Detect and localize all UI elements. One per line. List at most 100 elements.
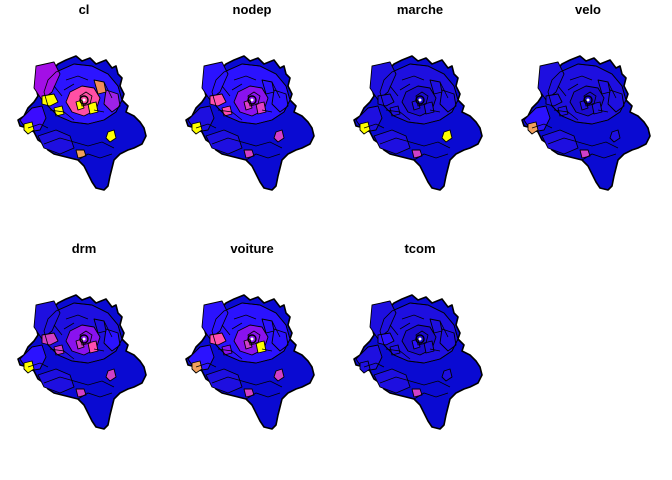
zone-c1	[591, 101, 603, 115]
zone-s1	[243, 388, 255, 398]
zone-boundary	[27, 123, 113, 161]
center-cluster	[79, 334, 89, 344]
map-panel-tcom: tcom	[353, 241, 483, 430]
zone-boundary	[547, 63, 627, 125]
zone-east	[271, 89, 289, 113]
zone-boundary	[385, 75, 449, 121]
zone-ne	[93, 318, 107, 334]
choropleth-map	[17, 294, 147, 430]
choropleth-map	[185, 294, 315, 430]
zone-c1	[423, 340, 435, 354]
choropleth-map	[521, 55, 651, 191]
zone-southwest	[373, 368, 411, 394]
zone-boundary	[211, 376, 283, 388]
zone-ne	[261, 79, 275, 95]
zone-boundary	[379, 302, 459, 364]
panel-title: cl	[79, 2, 90, 17]
zone-boundary	[49, 314, 113, 360]
zone-boundary	[221, 83, 273, 113]
zone-ne	[597, 79, 611, 95]
zone-boundary	[211, 302, 291, 364]
zone-s1	[411, 149, 423, 159]
zone-southwest	[205, 129, 243, 155]
map-panel-marche: marche	[353, 2, 483, 191]
zone-boundary	[53, 83, 105, 113]
zone-s1	[579, 149, 591, 159]
zone-boundary	[415, 91, 429, 107]
panel-title: nodep	[233, 2, 272, 17]
zone-boundary	[547, 137, 619, 149]
zone-east	[439, 89, 457, 113]
center-cluster	[583, 95, 593, 105]
zone-southwest	[37, 129, 75, 155]
zone-southwest	[205, 368, 243, 394]
zone-e1	[441, 368, 453, 382]
zone-ne	[429, 79, 443, 95]
center-cell	[82, 98, 86, 102]
panel-title: tcom	[404, 241, 435, 256]
center-cluster	[247, 334, 257, 344]
zone-w1	[209, 332, 227, 346]
panel-title: velo	[575, 2, 601, 17]
zone-boundary	[43, 63, 123, 125]
zone-w1	[209, 93, 227, 107]
zone-boundary	[27, 362, 113, 400]
zone-boundary	[363, 362, 449, 400]
zone-w1	[41, 332, 59, 346]
zone-east	[271, 328, 289, 352]
zone-boundary	[217, 75, 281, 121]
zone-boundary	[389, 322, 441, 352]
center-cell	[250, 337, 254, 341]
zone-boundary	[247, 330, 261, 346]
panel-title: voiture	[230, 241, 273, 256]
zone-boundary	[415, 330, 429, 346]
zone-boundary	[389, 83, 441, 113]
map-panel-cl: cl	[17, 2, 147, 191]
center-cluster	[415, 334, 425, 344]
zone-boundary	[195, 362, 281, 400]
zone-nw	[201, 61, 229, 101]
zone-w1	[545, 93, 563, 107]
zone-w1	[377, 93, 395, 107]
zone-boundary	[79, 330, 93, 346]
zone-boundary	[49, 75, 113, 121]
zone-boundary	[195, 123, 281, 161]
choropleth-map	[353, 294, 483, 430]
center-cluster	[79, 95, 89, 105]
center-cluster	[247, 95, 257, 105]
zone-s1	[75, 149, 87, 159]
zone-boundary	[557, 83, 609, 113]
map-panel-nodep: nodep	[185, 2, 315, 191]
zone-c1	[255, 101, 267, 115]
zone-boundary	[43, 376, 115, 388]
choropleth-map	[353, 55, 483, 191]
center-cell	[418, 337, 422, 341]
zone-e1	[273, 368, 285, 382]
zone-w1	[41, 93, 59, 107]
zone-e1	[273, 129, 285, 143]
zone-e1	[441, 129, 453, 143]
zone-boundary	[385, 314, 449, 360]
zone-boundary	[79, 91, 93, 107]
zone-e1	[105, 368, 117, 382]
zone-nw	[33, 61, 61, 101]
zone-c1	[423, 101, 435, 115]
zone-e1	[105, 129, 117, 143]
zone-e1	[609, 129, 621, 143]
choropleth-map	[17, 55, 147, 191]
zone-boundary	[379, 376, 451, 388]
zone-nw	[201, 300, 229, 340]
zone-boundary	[553, 75, 617, 121]
map-panel-velo: velo	[521, 2, 651, 191]
zone-boundary	[379, 63, 459, 125]
zone-s1	[75, 388, 87, 398]
center-cell	[418, 98, 422, 102]
center-cell	[250, 98, 254, 102]
zone-c1	[255, 340, 267, 354]
center-cell	[82, 337, 86, 341]
zone-nw	[369, 300, 397, 340]
zone-w1	[377, 332, 395, 346]
zone-s1	[411, 388, 423, 398]
zone-boundary	[217, 314, 281, 360]
zone-boundary	[583, 91, 597, 107]
